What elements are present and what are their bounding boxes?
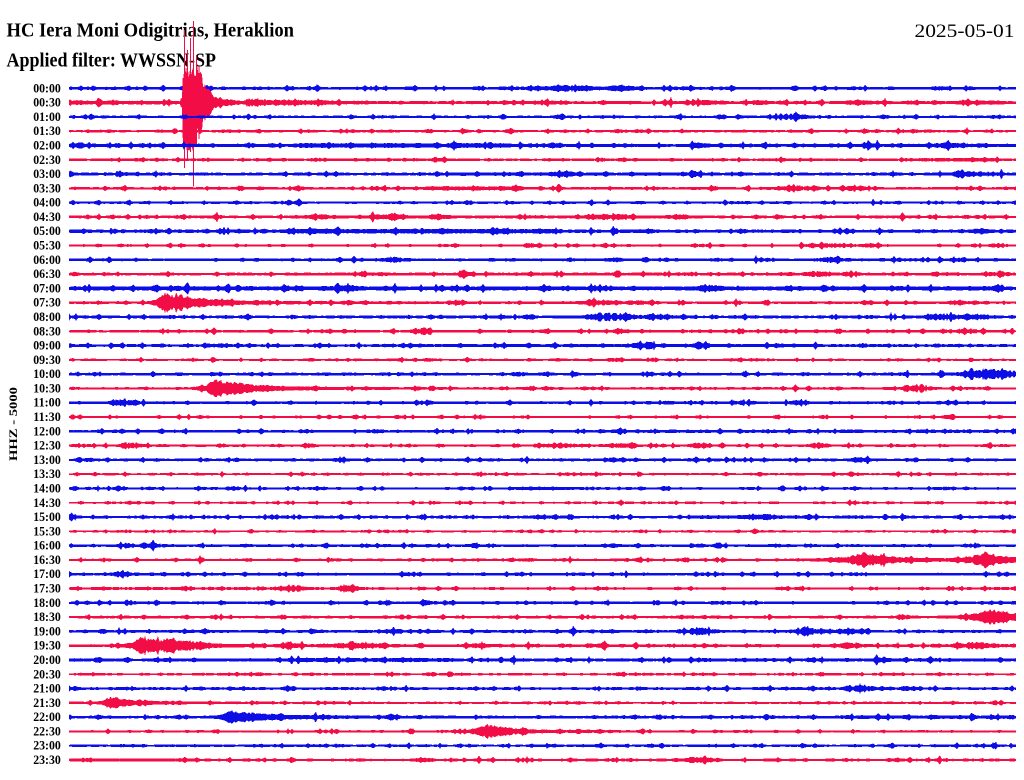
- svg-text:20:30: 20:30: [33, 666, 61, 681]
- svg-text:18:30: 18:30: [33, 609, 61, 624]
- svg-text:02:00: 02:00: [33, 138, 61, 153]
- svg-text:15:30: 15:30: [33, 523, 61, 538]
- svg-text:16:30: 16:30: [33, 552, 61, 567]
- svg-text:12:00: 12:00: [33, 423, 61, 438]
- svg-text:07:30: 07:30: [33, 295, 61, 310]
- svg-text:15:00: 15:00: [33, 509, 61, 524]
- svg-text:23:00: 23:00: [33, 738, 61, 753]
- svg-text:14:00: 14:00: [33, 481, 61, 496]
- svg-text:16:00: 16:00: [33, 538, 61, 553]
- svg-text:06:30: 06:30: [33, 266, 61, 281]
- svg-text:13:00: 13:00: [33, 452, 61, 467]
- svg-text:21:30: 21:30: [33, 695, 61, 710]
- svg-text:17:30: 17:30: [33, 581, 61, 596]
- svg-text:06:00: 06:00: [33, 252, 61, 267]
- svg-text:08:00: 08:00: [33, 309, 61, 324]
- svg-text:09:30: 09:30: [33, 352, 61, 367]
- svg-text:22:00: 22:00: [33, 709, 61, 724]
- svg-text:13:30: 13:30: [33, 466, 61, 481]
- svg-text:19:30: 19:30: [33, 638, 61, 653]
- svg-text:01:00: 01:00: [33, 109, 61, 124]
- svg-text:08:30: 08:30: [33, 323, 61, 338]
- svg-text:11:30: 11:30: [33, 409, 61, 424]
- svg-text:11:00: 11:00: [33, 395, 61, 410]
- svg-text:21:00: 21:00: [33, 681, 61, 696]
- svg-text:00:30: 00:30: [33, 95, 61, 110]
- svg-text:2025-05-01: 2025-05-01: [915, 22, 1015, 42]
- svg-text:10:00: 10:00: [33, 366, 61, 381]
- svg-text:19:00: 19:00: [33, 623, 61, 638]
- svg-text:07:00: 07:00: [33, 280, 61, 295]
- svg-text:00:00: 00:00: [33, 80, 61, 95]
- svg-text:14:30: 14:30: [33, 495, 61, 510]
- svg-text:02:30: 02:30: [33, 152, 61, 167]
- svg-text:04:30: 04:30: [33, 209, 61, 224]
- svg-text:22:30: 22:30: [33, 723, 61, 738]
- svg-text:10:30: 10:30: [33, 380, 61, 395]
- svg-text:09:00: 09:00: [33, 338, 61, 353]
- svg-text:20:00: 20:00: [33, 652, 61, 667]
- svg-text:HHZ - 5000: HHZ - 5000: [6, 387, 20, 461]
- svg-text:18:00: 18:00: [33, 595, 61, 610]
- svg-text:23:30: 23:30: [33, 752, 61, 767]
- svg-text:05:30: 05:30: [33, 238, 61, 253]
- svg-text:05:00: 05:00: [33, 223, 61, 238]
- svg-text:Applied filter: WWSSN-SP: Applied filter: WWSSN-SP: [7, 50, 217, 72]
- svg-text:03:00: 03:00: [33, 166, 61, 181]
- svg-text:04:00: 04:00: [33, 195, 61, 210]
- svg-text:12:30: 12:30: [33, 438, 61, 453]
- svg-text:17:00: 17:00: [33, 566, 61, 581]
- svg-text:01:30: 01:30: [33, 123, 61, 138]
- svg-text:03:30: 03:30: [33, 180, 61, 195]
- svg-text:HC Iera Moni Odigitrias, Herak: HC Iera Moni Odigitrias, Heraklion: [7, 20, 295, 42]
